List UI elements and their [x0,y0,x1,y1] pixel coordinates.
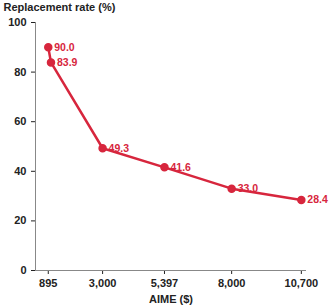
svg-text:0: 0 [20,264,26,276]
svg-text:10,700: 10,700 [285,277,319,289]
svg-text:33.0: 33.0 [238,182,259,194]
svg-text:60: 60 [14,115,26,127]
svg-text:895: 895 [39,277,57,289]
svg-text:90.0: 90.0 [54,41,75,53]
svg-text:AIME ($): AIME ($) [149,293,193,305]
svg-text:5,397: 5,397 [151,277,179,289]
svg-text:3,000: 3,000 [89,277,117,289]
svg-text:83.9: 83.9 [57,56,78,68]
svg-text:49.3: 49.3 [109,142,130,154]
svg-text:80: 80 [14,66,26,78]
svg-text:8,000: 8,000 [218,277,246,289]
svg-text:Replacement rate (%): Replacement rate (%) [4,1,116,13]
svg-text:40: 40 [14,165,26,177]
svg-text:100: 100 [8,16,26,28]
svg-text:28.4: 28.4 [307,193,328,205]
svg-text:41.6: 41.6 [170,161,191,173]
svg-text:20: 20 [14,214,26,226]
